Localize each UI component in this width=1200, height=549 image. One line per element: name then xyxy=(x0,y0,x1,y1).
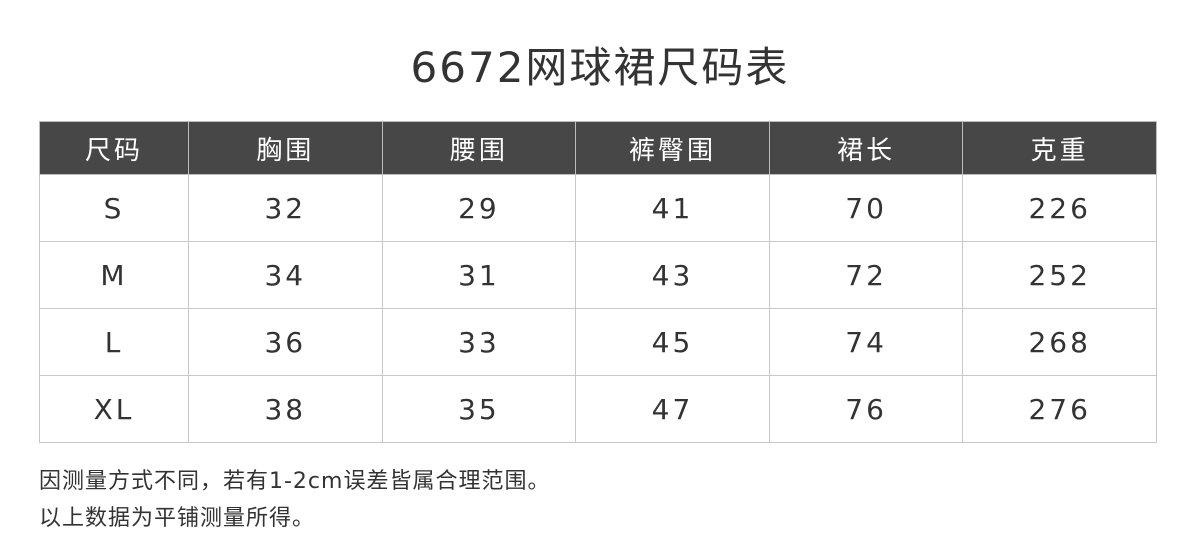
table-cell: 31 xyxy=(381,241,577,309)
column-header: 胸围 xyxy=(188,121,383,175)
note-measurement-error: 因测量方式不同，若有1-2cm误差皆属合理范围。 xyxy=(39,469,551,494)
column-header: 尺码 xyxy=(39,121,189,175)
table-cell: 35 xyxy=(381,375,577,443)
table-cell: 72 xyxy=(768,241,964,309)
table-cell: 33 xyxy=(381,308,577,376)
table-cell: 43 xyxy=(575,241,770,309)
size-chart-table: 尺码 胸围 腰围 裤臀围 裙长 克重 S 32 29 41 70 226 M 34 31 43 72 252 L 3… xyxy=(39,121,1157,443)
table-cell: XL xyxy=(39,375,189,443)
table-cell: M xyxy=(39,241,189,309)
column-header: 裤臀围 xyxy=(575,121,770,175)
table-cell: 276 xyxy=(962,375,1157,443)
table-cell: 45 xyxy=(575,308,770,376)
table-cell: 74 xyxy=(768,308,964,376)
table-row: L 36 33 45 74 268 xyxy=(39,308,1157,376)
page-title: 6672网球裙尺码表 xyxy=(410,43,790,92)
table-cell: S xyxy=(39,174,189,242)
column-header: 克重 xyxy=(962,121,1157,175)
table-cell: 252 xyxy=(962,241,1157,309)
table-header-row: 尺码 胸围 腰围 裤臀围 裙长 克重 xyxy=(39,121,1157,175)
table-row: XL 38 35 47 76 276 xyxy=(39,375,1157,443)
table-cell: 32 xyxy=(188,174,383,242)
table-row: M 34 31 43 72 252 xyxy=(39,241,1157,309)
note-flat-measurement: 以上数据为平铺测量所得。 xyxy=(39,506,316,531)
table-cell: 38 xyxy=(188,375,383,443)
table-cell: 29 xyxy=(381,174,577,242)
table-cell: 47 xyxy=(575,375,770,443)
table-cell: 41 xyxy=(575,174,770,242)
table-row: S 32 29 41 70 226 xyxy=(39,174,1157,242)
table-cell: 70 xyxy=(768,174,964,242)
table-cell: 34 xyxy=(188,241,383,309)
column-header: 裙长 xyxy=(768,121,964,175)
table-cell: 36 xyxy=(188,308,383,376)
table-cell: 268 xyxy=(962,308,1157,376)
table-cell: 226 xyxy=(962,174,1157,242)
table-cell: 76 xyxy=(768,375,964,443)
column-header: 腰围 xyxy=(381,121,577,175)
table-cell: L xyxy=(39,308,189,376)
